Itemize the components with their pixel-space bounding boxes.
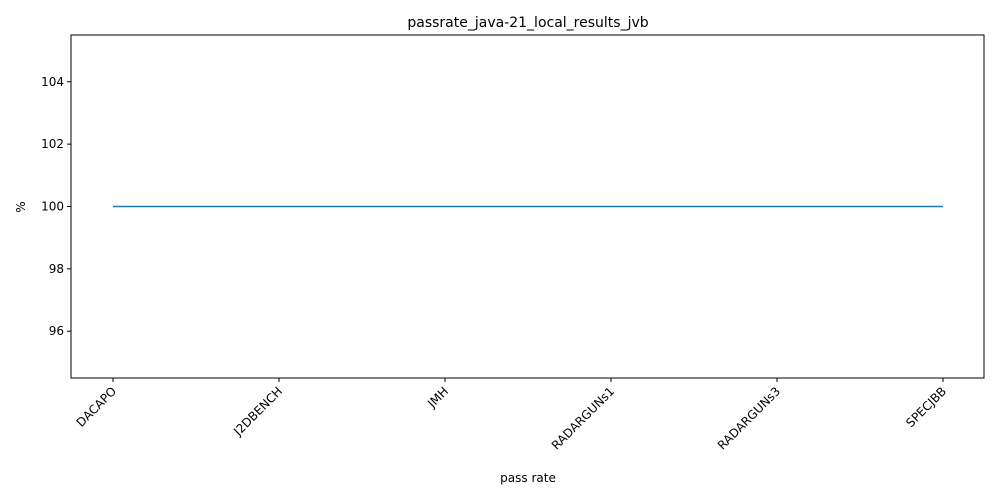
chart-title: passrate_java-21_local_results_jvb [407,15,648,31]
y-axis-label: % [14,201,28,212]
y-tick-label: 104 [41,75,64,89]
y-tick-label: 96 [49,324,64,338]
x-axis-label: pass rate [500,471,556,485]
x-tick-label: SPECJBB [903,384,949,430]
y-tick-label: 100 [41,200,64,214]
x-axis: DACAPO J2DBENCH JMH RADARGUNs1 RADARGUNs3 SPE… [74,378,949,453]
y-tick-label: 102 [41,137,64,151]
x-tick-label: RADARGUNs3 [715,384,783,452]
x-tick-label: DACAPO [74,384,119,429]
x-tick-label: J2DBENCH [230,384,285,439]
y-axis: 96 98 100 102 104 [41,75,71,338]
y-tick-label: 98 [49,262,64,276]
x-tick-label: RADARGUNs1 [549,384,617,452]
x-tick-label: JMH [424,384,451,411]
